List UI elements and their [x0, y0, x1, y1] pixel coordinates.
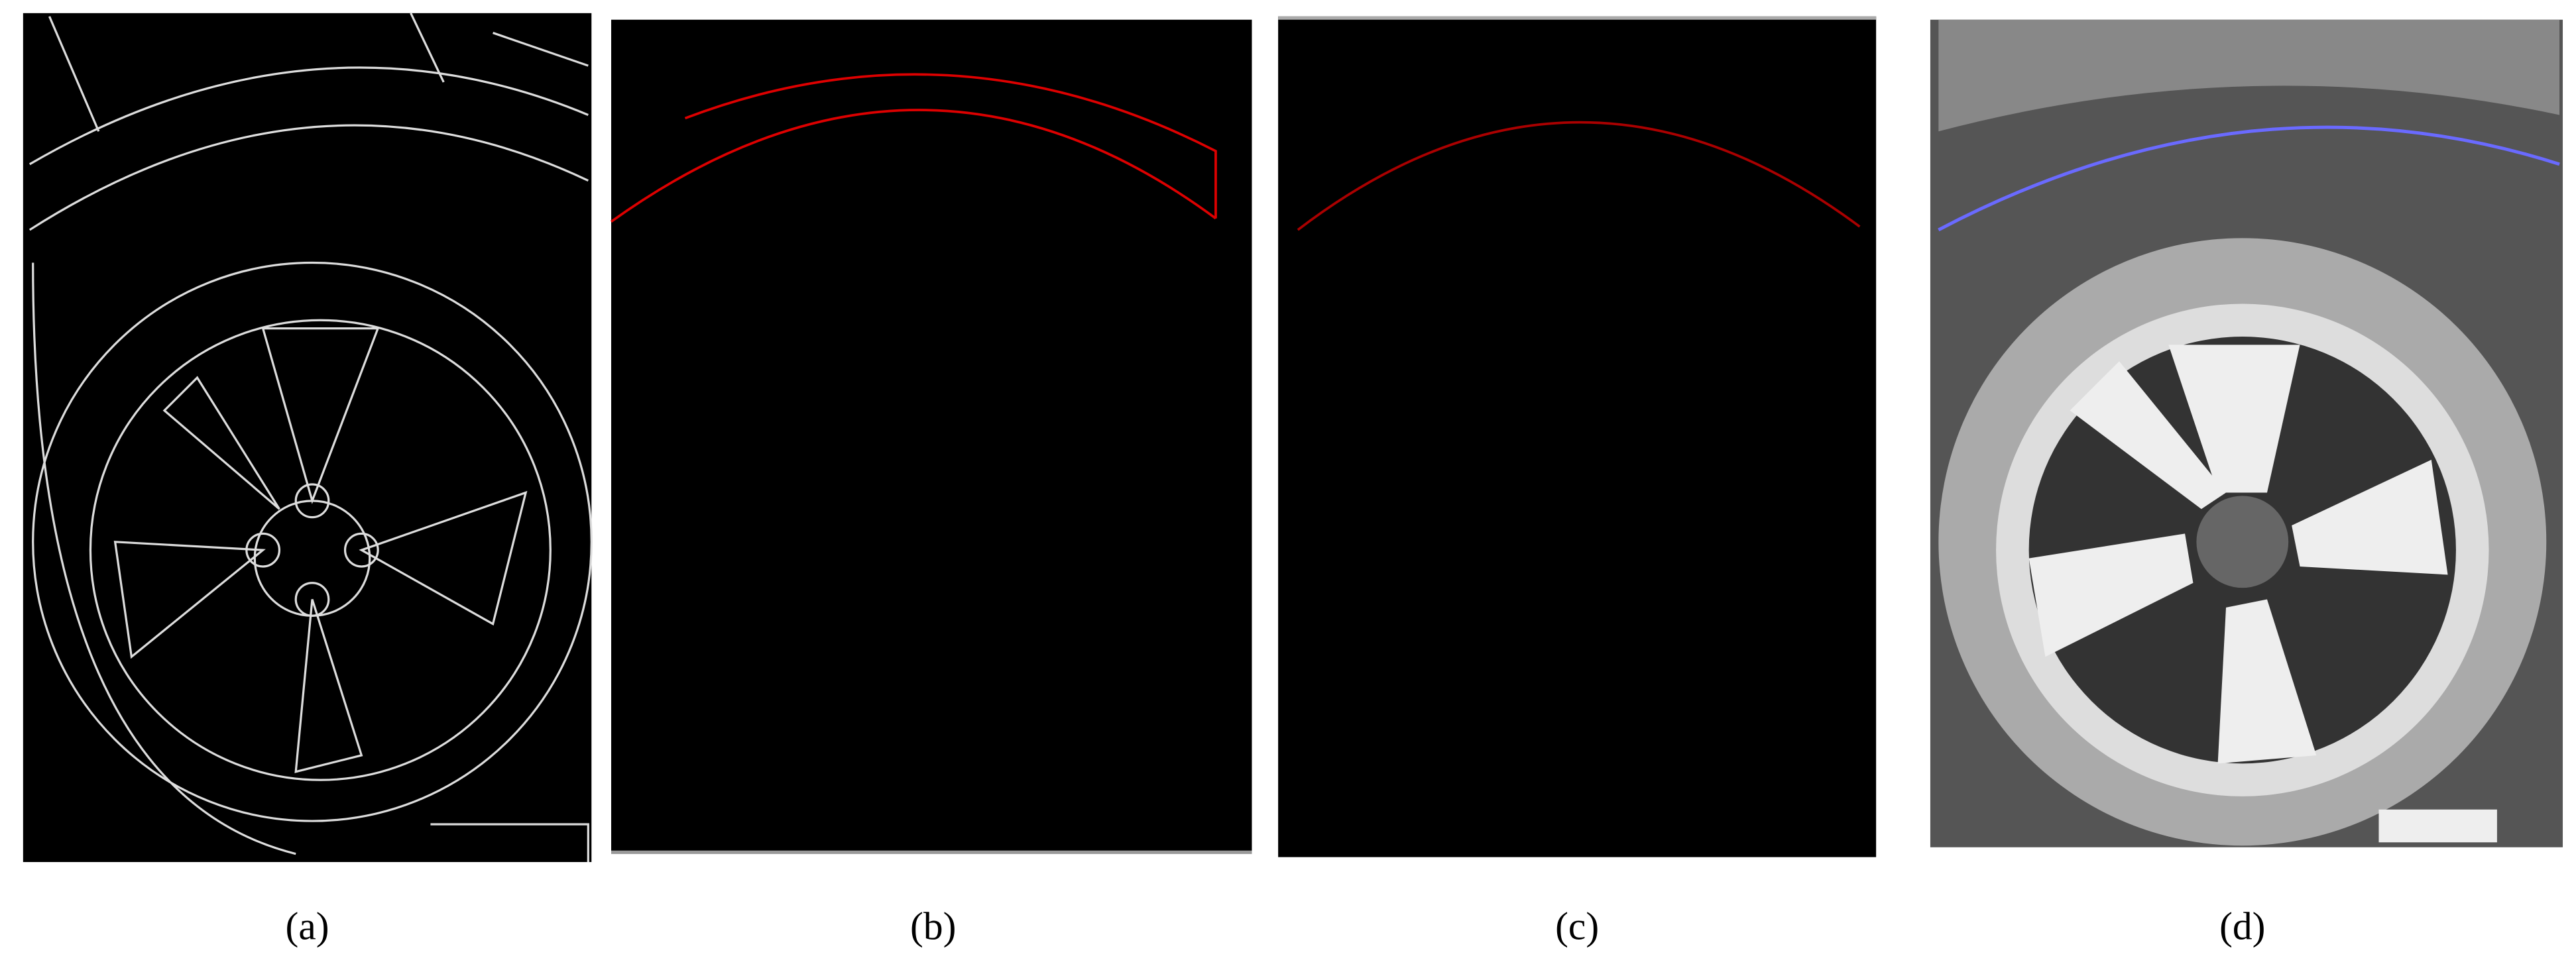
- panel-label: (d): [2219, 904, 2265, 948]
- panel-edge-map: [23, 13, 593, 863]
- labels: (a) (b) (c) (d): [286, 904, 2266, 948]
- panel-arc-pair: [610, 19, 1252, 854]
- panel-wheel-photo: [1930, 19, 2563, 847]
- panel-fitted-arc: [1278, 16, 1877, 857]
- panel-label: (b): [910, 904, 956, 948]
- panel-label: (c): [1555, 904, 1599, 948]
- panel-label: (a): [286, 904, 329, 948]
